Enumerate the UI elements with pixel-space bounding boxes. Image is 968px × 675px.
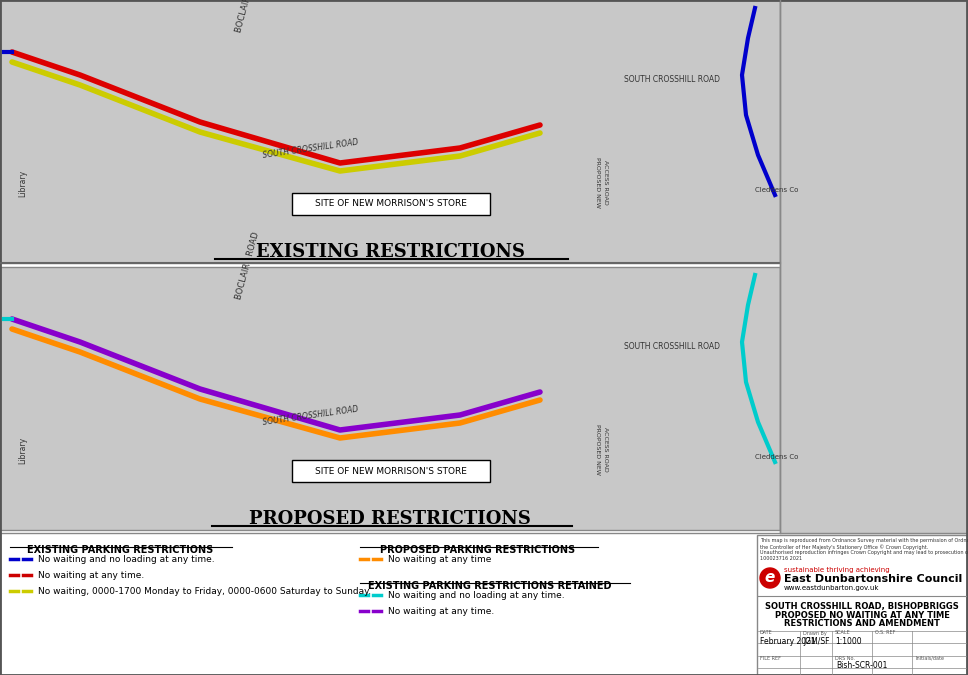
Text: O.S. REF: O.S. REF [875, 630, 895, 635]
Text: EXISTING PARKING RESTRICTIONS RETAINED: EXISTING PARKING RESTRICTIONS RETAINED [368, 581, 612, 591]
Text: Bish-SCR-001: Bish-SCR-001 [836, 661, 888, 670]
Text: No waiting, 0000-1700 Monday to Friday, 0000-0600 Saturday to Sunday.: No waiting, 0000-1700 Monday to Friday, … [38, 587, 371, 595]
Bar [0, 267, 780, 530]
Text: East Dunbartonshire Council: East Dunbartonshire Council [784, 574, 962, 584]
Text: e: e [765, 570, 775, 585]
Text: RESTRICTIONS AND AMENDMENT: RESTRICTIONS AND AMENDMENT [784, 618, 940, 628]
Text: No waiting and no loading at any time.: No waiting and no loading at any time. [38, 554, 215, 564]
Text: SOUTH CROSSHILL ROAD: SOUTH CROSSHILL ROAD [624, 342, 720, 351]
Text: sustainable thriving achieving: sustainable thriving achieving [784, 567, 890, 573]
Text: SITE OF NEW MORRISON'S STORE: SITE OF NEW MORRISON'S STORE [315, 466, 467, 475]
Text: Drawn By: Drawn By [803, 630, 827, 635]
Text: JGM/SF: JGM/SF [803, 637, 830, 645]
Bar [757, 535, 967, 675]
Bar [0, 533, 968, 675]
Text: SCALE: SCALE [835, 630, 851, 635]
Text: EXISTING PARKING RESTRICTIONS: EXISTING PARKING RESTRICTIONS [27, 545, 213, 555]
Text: SOUTH CROSSHILL ROAD: SOUTH CROSSHILL ROAD [624, 75, 720, 84]
Bar [292, 460, 490, 482]
Text: ACCESS ROAD: ACCESS ROAD [603, 427, 609, 471]
Text: DATE: DATE [760, 630, 772, 635]
Text: SITE OF NEW MORRISON'S STORE: SITE OF NEW MORRISON'S STORE [315, 200, 467, 209]
Text: This map is reproduced from Ordnance Survey material with the permission of Ordn: This map is reproduced from Ordnance Sur… [760, 538, 968, 561]
Text: Cleddens Co: Cleddens Co [755, 187, 799, 193]
Text: ACCESS ROAD: ACCESS ROAD [603, 159, 609, 205]
Text: No waiting at any time.: No waiting at any time. [38, 570, 144, 580]
Text: No waiting at any time: No waiting at any time [388, 554, 492, 564]
Text: Initials/date: Initials/date [915, 655, 944, 661]
Text: DRS No.: DRS No. [835, 655, 855, 661]
Text: PROPOSED NEW: PROPOSED NEW [595, 424, 600, 475]
Text: SOUTH CROSSHILL ROAD, BISHOPBRIGGS: SOUTH CROSSHILL ROAD, BISHOPBRIGGS [765, 601, 959, 610]
Text: PROPOSED NO WAITING AT ANY TIME: PROPOSED NO WAITING AT ANY TIME [774, 610, 950, 620]
Text: SOUTH CROSSHILL ROAD: SOUTH CROSSHILL ROAD [261, 138, 358, 160]
Text: PROPOSED RESTRICTIONS: PROPOSED RESTRICTIONS [249, 510, 530, 528]
Bar [780, 0, 968, 533]
Text: PROPOSED NEW: PROPOSED NEW [595, 157, 600, 207]
Text: No waiting at any time.: No waiting at any time. [388, 607, 495, 616]
Bar [292, 193, 490, 215]
Text: Library: Library [18, 170, 27, 197]
Circle shape [760, 568, 780, 588]
Text: PROPOSED PARKING RESTRICTIONS: PROPOSED PARKING RESTRICTIONS [380, 545, 576, 555]
Text: BOCLAIR   ROAD: BOCLAIR ROAD [234, 232, 261, 301]
Text: www.eastdunbarton.gov.uk: www.eastdunbarton.gov.uk [784, 585, 880, 591]
Bar [0, 0, 780, 263]
Text: EXISTING RESTRICTIONS: EXISTING RESTRICTIONS [256, 243, 525, 261]
Text: Library: Library [18, 437, 27, 464]
Text: No waiting and no loading at any time.: No waiting and no loading at any time. [388, 591, 564, 599]
Text: Cleddens Co: Cleddens Co [755, 454, 799, 460]
Text: FILE REF: FILE REF [760, 655, 781, 661]
Text: BOCLAIR   ROAD: BOCLAIR ROAD [234, 0, 261, 34]
Text: 1:1000: 1:1000 [835, 637, 862, 645]
Text: SOUTH CROSSHILL ROAD: SOUTH CROSSHILL ROAD [261, 404, 358, 427]
Text: February 2021: February 2021 [760, 637, 816, 645]
